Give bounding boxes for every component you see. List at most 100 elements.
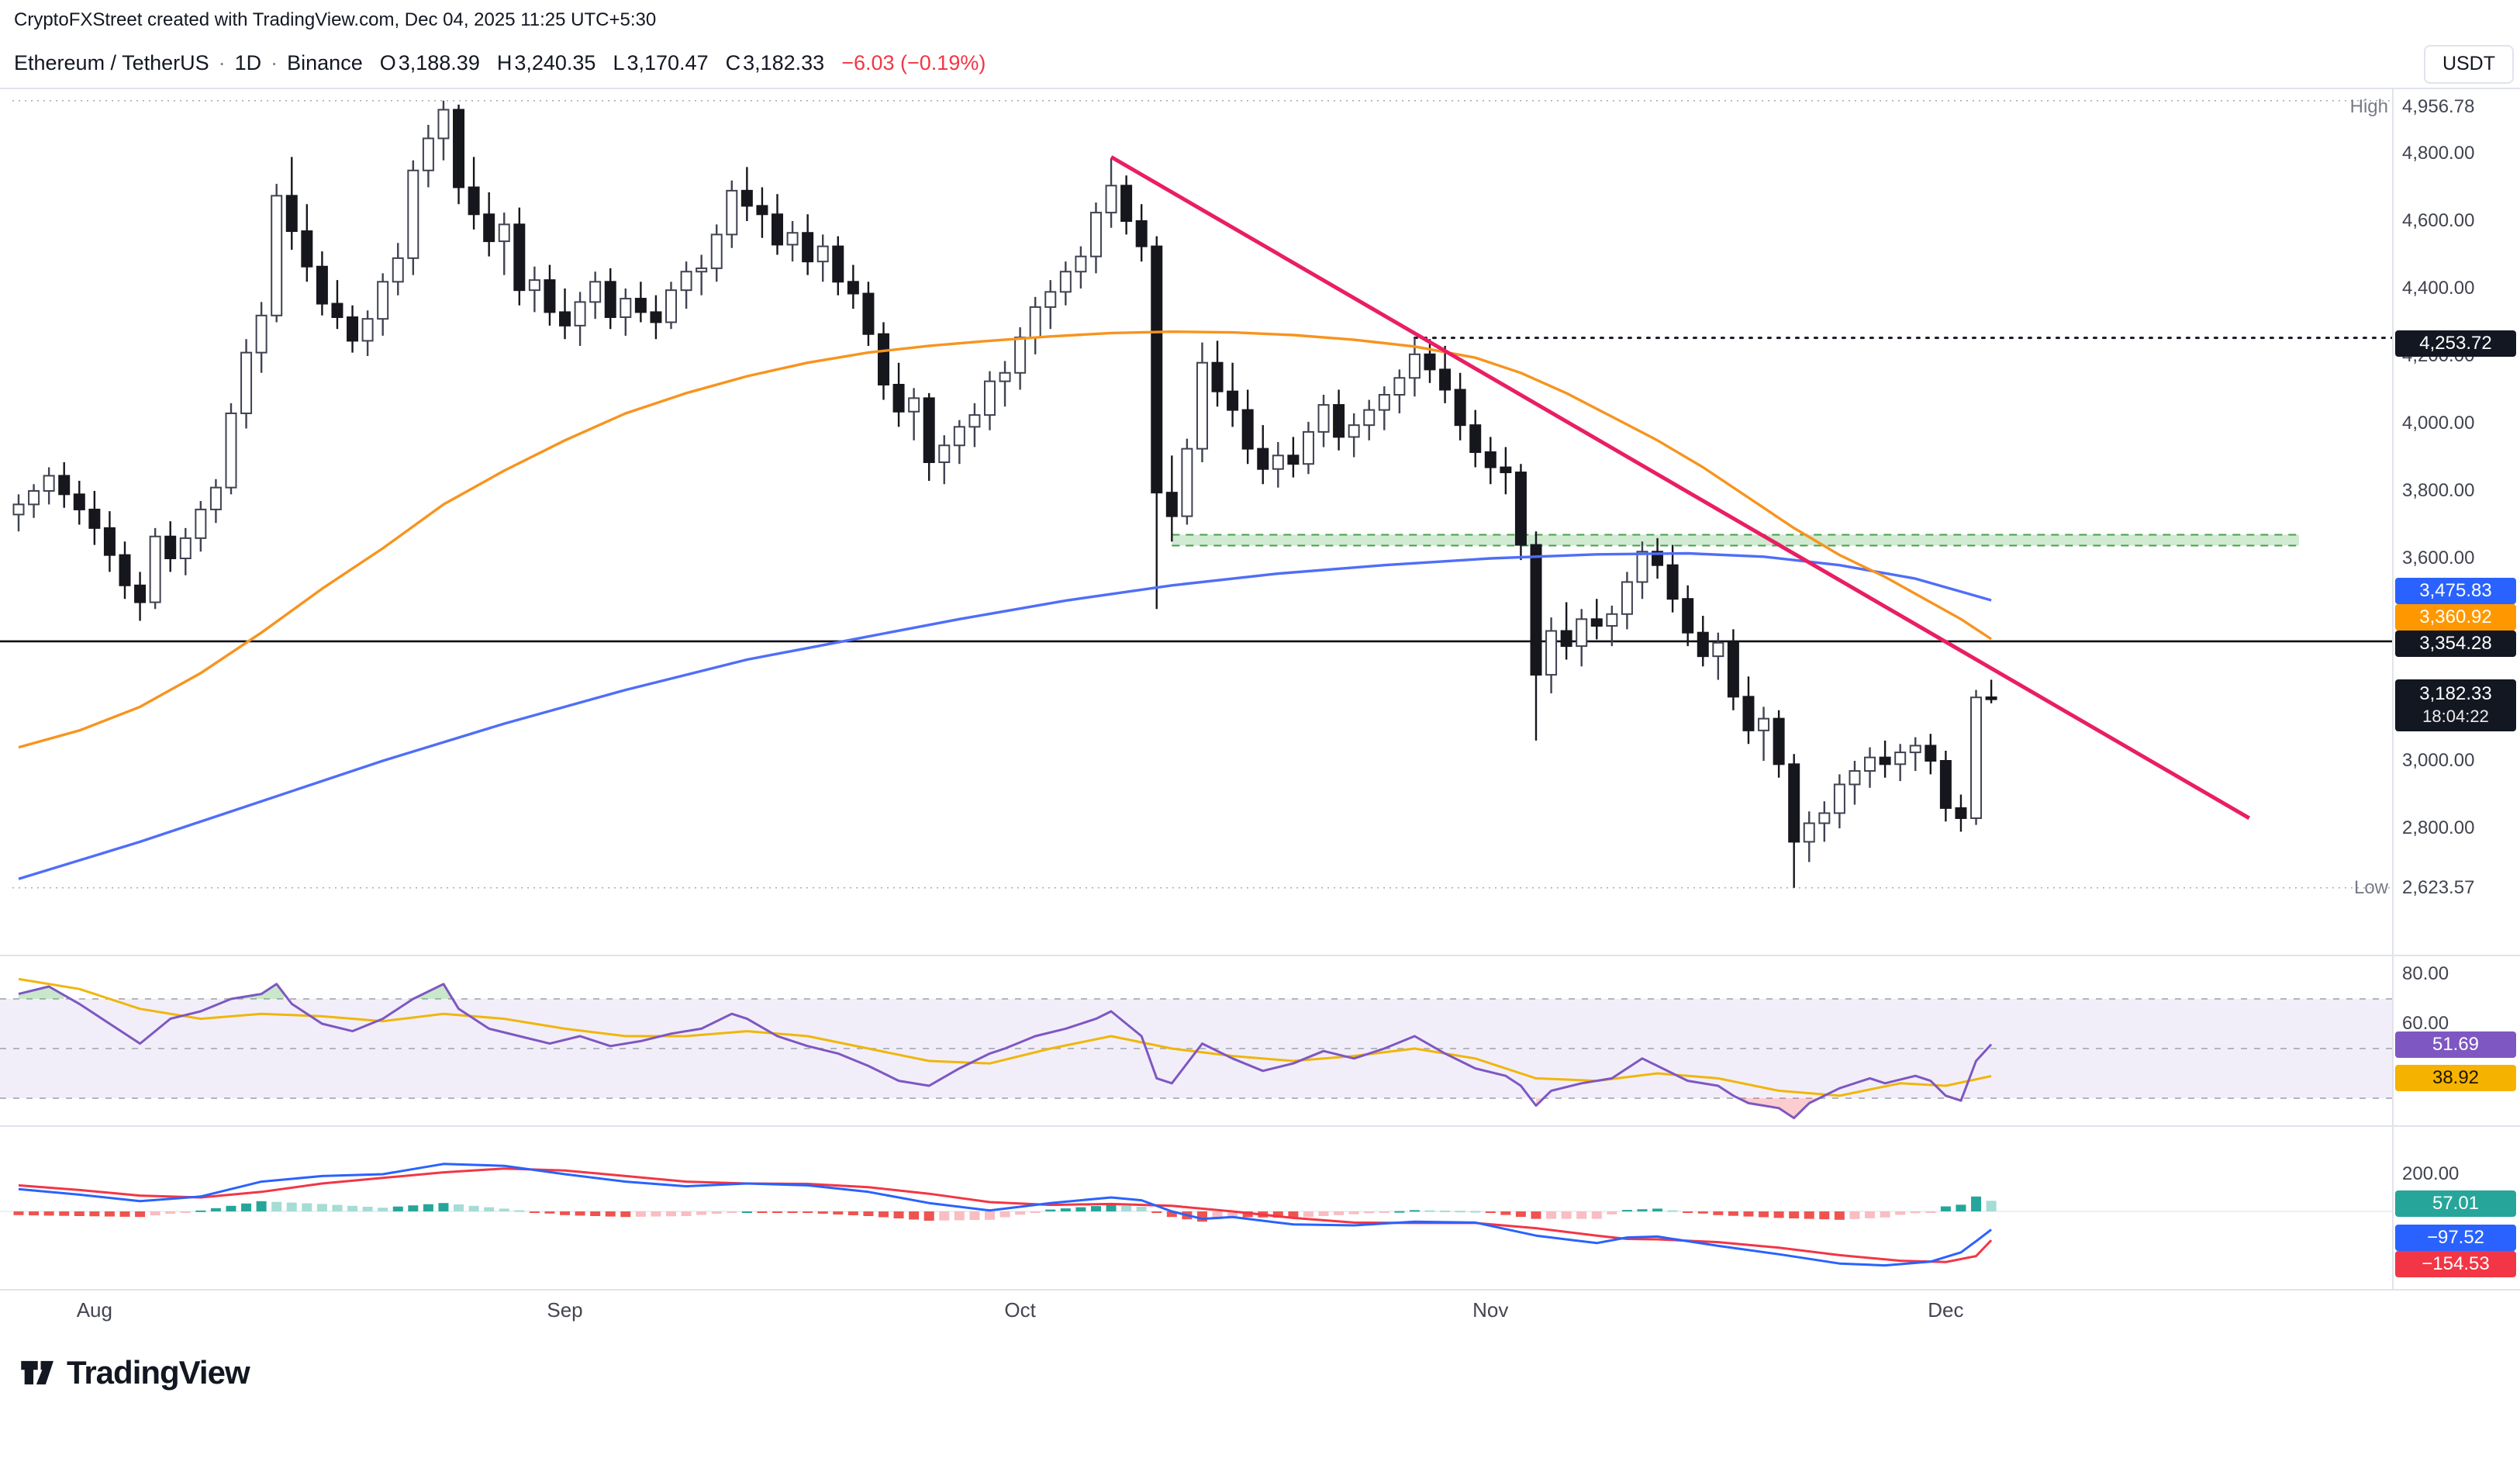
high-price-label: High 4,956.78 xyxy=(2349,96,2475,117)
candle xyxy=(1560,630,1572,648)
macd-histogram-bar xyxy=(1940,1206,1951,1211)
candle xyxy=(1894,752,1907,765)
symbol-name[interactable]: Ethereum / TetherUS xyxy=(14,51,209,74)
candle xyxy=(589,281,602,303)
candle xyxy=(498,223,510,243)
macd-histogram-bar xyxy=(271,1201,282,1211)
price-axis-label: 80.00 xyxy=(2402,963,2449,984)
candle xyxy=(923,397,935,464)
macd-histogram-bar xyxy=(817,1211,828,1214)
candle xyxy=(28,490,40,506)
candle xyxy=(392,257,404,283)
separator-dot: · xyxy=(218,51,226,74)
price-axis-label: 60.00 xyxy=(2402,1013,2449,1034)
candle xyxy=(483,213,495,243)
macd-histogram-bar xyxy=(438,1203,449,1211)
rsi-ma-line xyxy=(18,977,1992,1097)
macd-histogram-bar xyxy=(833,1211,844,1215)
candle xyxy=(1545,630,1558,676)
macd-histogram-bar xyxy=(1288,1211,1299,1218)
time-axis-label: Nov xyxy=(1472,1298,1509,1322)
macd-histogram-bar xyxy=(605,1211,616,1217)
open-value: 3,188.39 xyxy=(398,51,480,74)
ma-blue-line xyxy=(18,551,1992,880)
open-label: O xyxy=(379,51,396,74)
macd-histogram-bar xyxy=(150,1211,161,1216)
macd-histogram-bar xyxy=(954,1211,965,1221)
candle xyxy=(1120,185,1133,222)
candlestick-series xyxy=(12,100,1997,888)
macd-histogram-bar xyxy=(1561,1211,1572,1219)
macd-histogram-bar xyxy=(1971,1196,1982,1211)
macd-histogram-bar xyxy=(408,1205,419,1211)
price-badge: 3,475.83 xyxy=(2395,578,2516,604)
countdown-timer: 18:04:22 xyxy=(2422,707,2489,726)
candle xyxy=(1181,447,1193,517)
candle xyxy=(301,230,313,268)
candle xyxy=(756,205,768,216)
candle xyxy=(665,289,678,323)
candle xyxy=(877,333,889,385)
macd-histogram-bar xyxy=(29,1211,40,1216)
price-axis-label: 3,800.00 xyxy=(2402,480,2475,501)
price-pane[interactable] xyxy=(0,100,2393,889)
candle xyxy=(740,189,753,207)
candle xyxy=(119,554,131,586)
candle xyxy=(453,109,465,188)
candle xyxy=(1590,618,1603,627)
candle xyxy=(1514,472,1527,546)
candle xyxy=(1408,353,1421,379)
macd-histogram-bar xyxy=(1409,1210,1420,1212)
candle xyxy=(604,281,616,318)
macd-histogram-bar xyxy=(1956,1204,1966,1211)
candle xyxy=(862,292,875,335)
candle xyxy=(634,298,647,313)
candle xyxy=(953,426,965,447)
macd-histogram-bar xyxy=(59,1211,70,1216)
price-axis-label: 3,000.00 xyxy=(2402,750,2475,771)
macd-histogram-bar xyxy=(1060,1208,1071,1211)
candle xyxy=(1803,822,1815,843)
current-price-badge: 3,182.33 18:04:22 xyxy=(2395,679,2516,731)
macd-histogram-bar xyxy=(939,1211,950,1221)
candle xyxy=(195,508,207,539)
candle xyxy=(1621,581,1633,615)
change-value: −6.03 (−0.19%) xyxy=(841,51,986,74)
price-axis-label: 4,600.00 xyxy=(2402,210,2475,231)
tradingview-logo[interactable]: TradingView xyxy=(20,1354,250,1391)
macd-histogram-bar xyxy=(1348,1211,1359,1215)
macd-histogram-bar xyxy=(165,1211,176,1214)
rsi-pane[interactable] xyxy=(0,977,2393,1120)
price-badge: 3,354.28 xyxy=(2395,631,2516,657)
macd-histogram-bar xyxy=(1515,1211,1526,1218)
macd-histogram-bar xyxy=(1895,1211,1906,1215)
macd-pane[interactable] xyxy=(0,1163,2393,1267)
time-axis[interactable]: Aug Sep Oct Nov Dec xyxy=(0,1291,2393,1334)
interval-label[interactable]: 1D xyxy=(234,51,262,74)
candle xyxy=(1135,220,1148,247)
candle xyxy=(1833,783,1845,814)
price-badge: −97.52 xyxy=(2395,1225,2516,1251)
macd-line xyxy=(18,1163,1993,1267)
macd-histogram-bar xyxy=(1136,1207,1147,1211)
macd-histogram-bar xyxy=(1667,1210,1678,1212)
macd-histogram-bar xyxy=(529,1211,540,1213)
macd-histogram-bar xyxy=(803,1211,813,1213)
candle xyxy=(240,351,253,414)
candle xyxy=(1211,361,1224,392)
candle xyxy=(255,314,268,354)
macd-histogram-bar xyxy=(1849,1211,1860,1219)
macd-histogram-bar xyxy=(1621,1210,1632,1212)
price-badge: 38.92 xyxy=(2395,1065,2516,1091)
candle xyxy=(892,383,905,413)
macd-histogram-bar xyxy=(575,1211,585,1216)
attribution-text: CryptoFXStreet created with TradingView.… xyxy=(14,9,657,30)
separator-dot: · xyxy=(271,51,278,74)
candle xyxy=(1925,745,1937,762)
currency-button[interactable]: USDT xyxy=(2423,45,2514,84)
candle xyxy=(559,311,571,327)
candle xyxy=(1712,641,1724,658)
candle xyxy=(1742,696,1755,731)
